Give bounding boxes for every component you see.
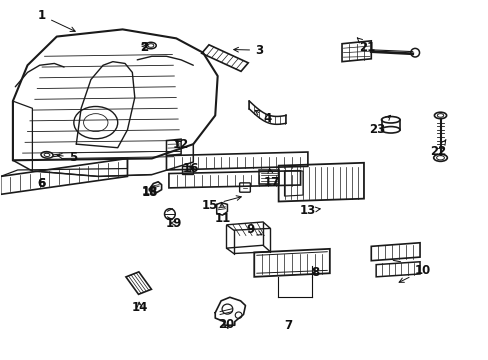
Text: 18: 18: [141, 185, 157, 198]
Text: 12: 12: [173, 138, 189, 150]
Text: 17: 17: [263, 168, 279, 189]
Text: 10: 10: [398, 264, 430, 282]
Text: 1: 1: [38, 9, 75, 31]
Text: 5: 5: [57, 150, 77, 163]
Text: 20: 20: [217, 318, 234, 331]
Text: 19: 19: [165, 216, 182, 230]
Text: 11: 11: [214, 203, 230, 225]
Text: 15: 15: [202, 196, 241, 212]
Text: 23: 23: [368, 115, 390, 136]
Text: 16: 16: [183, 162, 199, 175]
Text: 8: 8: [310, 266, 319, 279]
Text: 6: 6: [37, 177, 45, 190]
Text: 2: 2: [140, 41, 148, 54]
Text: 3: 3: [233, 44, 263, 57]
Text: 18: 18: [141, 186, 157, 199]
Text: 21: 21: [357, 38, 375, 54]
Text: 22: 22: [429, 140, 445, 158]
Text: 6: 6: [37, 177, 45, 190]
Text: 13: 13: [299, 204, 320, 217]
Text: 4: 4: [255, 110, 271, 125]
Text: 9: 9: [246, 223, 262, 236]
Text: 7: 7: [284, 319, 292, 332]
Text: 2: 2: [140, 41, 148, 54]
Text: 14: 14: [131, 301, 147, 314]
